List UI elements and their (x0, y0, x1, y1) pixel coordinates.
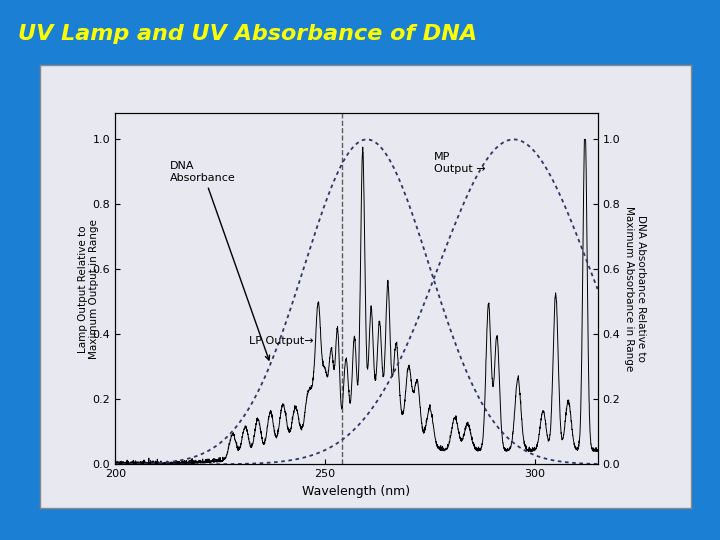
Text: DNA
Absorbance: DNA Absorbance (170, 161, 269, 360)
Text: MP
Output →: MP Output → (434, 152, 485, 174)
Y-axis label: Lamp Output Relative to
Maximum Output in Range: Lamp Output Relative to Maximum Output i… (78, 219, 99, 359)
Text: UV Lamp and UV Absorbance of DNA: UV Lamp and UV Absorbance of DNA (18, 24, 477, 44)
X-axis label: Wavelength (nm): Wavelength (nm) (302, 485, 410, 498)
Text: LP Output→: LP Output→ (249, 336, 314, 346)
Y-axis label: DNA Absorbance Relative to
Maximum Absorbance in Range: DNA Absorbance Relative to Maximum Absor… (624, 206, 646, 372)
